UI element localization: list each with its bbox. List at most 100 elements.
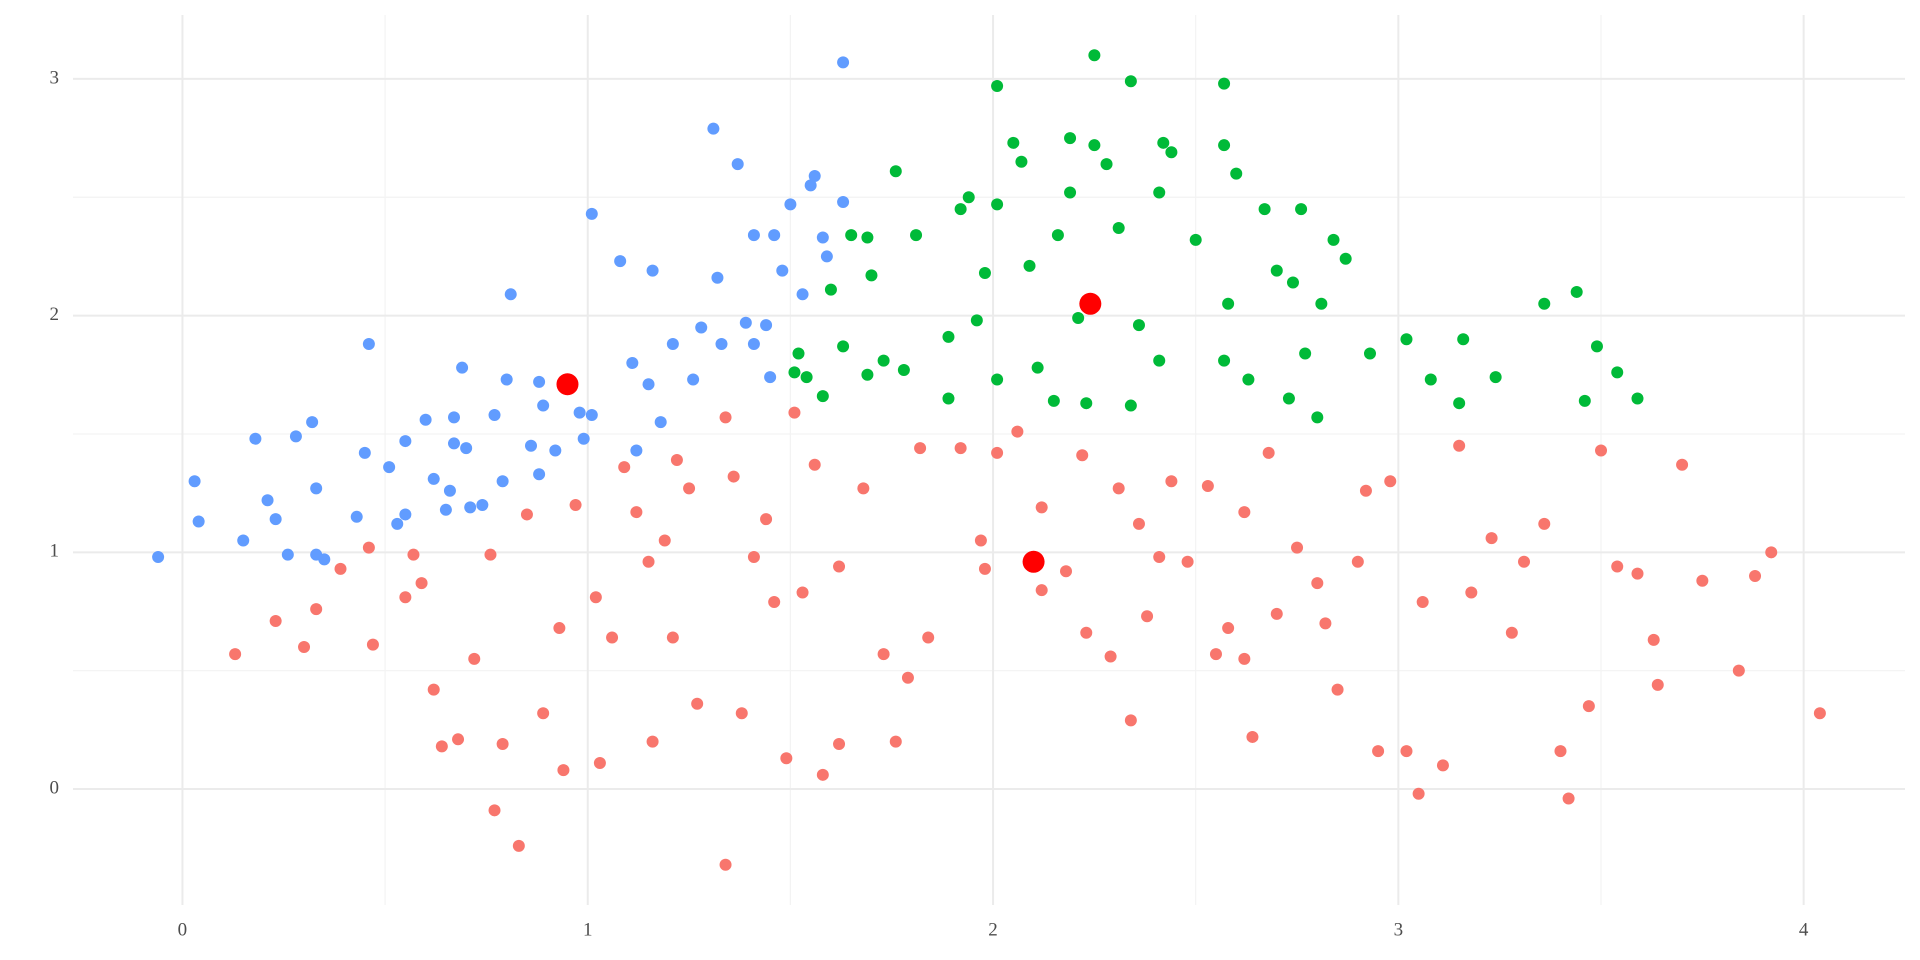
point — [642, 378, 655, 391]
point — [1088, 139, 1101, 152]
point — [788, 366, 801, 379]
point — [910, 229, 923, 242]
point — [796, 288, 809, 301]
point — [306, 416, 319, 429]
point — [1696, 574, 1709, 587]
point — [666, 338, 679, 351]
point — [901, 671, 914, 684]
point — [407, 548, 420, 561]
point — [833, 738, 846, 751]
point — [788, 406, 801, 419]
point — [1505, 626, 1518, 639]
point — [824, 283, 837, 296]
point — [1064, 132, 1077, 145]
point — [683, 482, 696, 495]
point — [1578, 394, 1591, 407]
point — [537, 399, 550, 412]
point — [1132, 517, 1145, 530]
point — [1647, 633, 1660, 646]
point — [1209, 648, 1222, 661]
point — [358, 446, 371, 459]
point — [1311, 411, 1324, 424]
point — [553, 622, 566, 635]
point — [585, 207, 598, 220]
point — [711, 271, 724, 284]
point — [1076, 449, 1089, 462]
point — [978, 562, 991, 575]
x-tick-label: 4 — [1799, 919, 1809, 940]
point — [1238, 652, 1251, 665]
point — [816, 231, 829, 244]
point — [1282, 392, 1295, 405]
point — [1153, 354, 1166, 367]
point — [715, 338, 728, 351]
point — [796, 586, 809, 599]
point — [630, 444, 643, 457]
point — [549, 444, 562, 457]
point — [456, 361, 469, 374]
point — [1538, 297, 1551, 310]
point — [954, 442, 967, 455]
point — [1651, 678, 1664, 691]
x-tick-label: 3 — [1394, 919, 1404, 940]
point — [991, 446, 1004, 459]
point — [942, 392, 955, 405]
point — [1157, 136, 1170, 149]
point — [399, 435, 412, 448]
point — [857, 482, 870, 495]
point — [310, 482, 323, 495]
point — [845, 229, 858, 242]
point — [1230, 167, 1243, 180]
point — [922, 631, 935, 644]
point — [942, 330, 955, 343]
point — [391, 517, 404, 530]
point — [1538, 517, 1551, 530]
point — [1412, 787, 1425, 800]
point — [1242, 373, 1255, 386]
point — [1031, 361, 1044, 374]
point — [269, 513, 282, 526]
point — [889, 165, 902, 178]
point — [1181, 555, 1194, 568]
point — [747, 229, 760, 242]
point — [318, 553, 331, 566]
point — [1384, 475, 1397, 488]
y-tick-label: 2 — [50, 304, 60, 325]
point — [1112, 222, 1125, 235]
point — [804, 179, 817, 192]
point — [1436, 759, 1449, 772]
point — [747, 338, 760, 351]
point — [1222, 622, 1235, 635]
point — [350, 510, 363, 523]
point — [1072, 311, 1085, 324]
point — [1595, 444, 1608, 457]
point — [310, 603, 323, 616]
point — [1749, 569, 1762, 582]
point — [747, 551, 760, 564]
point — [488, 409, 501, 422]
x-tick-label: 0 — [178, 919, 188, 940]
point — [1218, 139, 1231, 152]
point — [1631, 392, 1644, 405]
point — [249, 432, 262, 445]
point — [1270, 264, 1283, 277]
point — [1124, 714, 1137, 727]
point — [496, 738, 509, 751]
point — [427, 472, 440, 485]
point — [1270, 607, 1283, 620]
point — [488, 804, 501, 817]
point — [557, 764, 570, 777]
point — [897, 364, 910, 377]
point — [626, 356, 639, 369]
point — [691, 697, 704, 710]
point — [281, 548, 294, 561]
point — [556, 373, 579, 396]
point — [415, 577, 428, 590]
point — [687, 373, 700, 386]
point — [533, 375, 546, 388]
point — [443, 484, 456, 497]
point — [833, 560, 846, 573]
point — [577, 432, 590, 445]
point — [618, 461, 631, 474]
